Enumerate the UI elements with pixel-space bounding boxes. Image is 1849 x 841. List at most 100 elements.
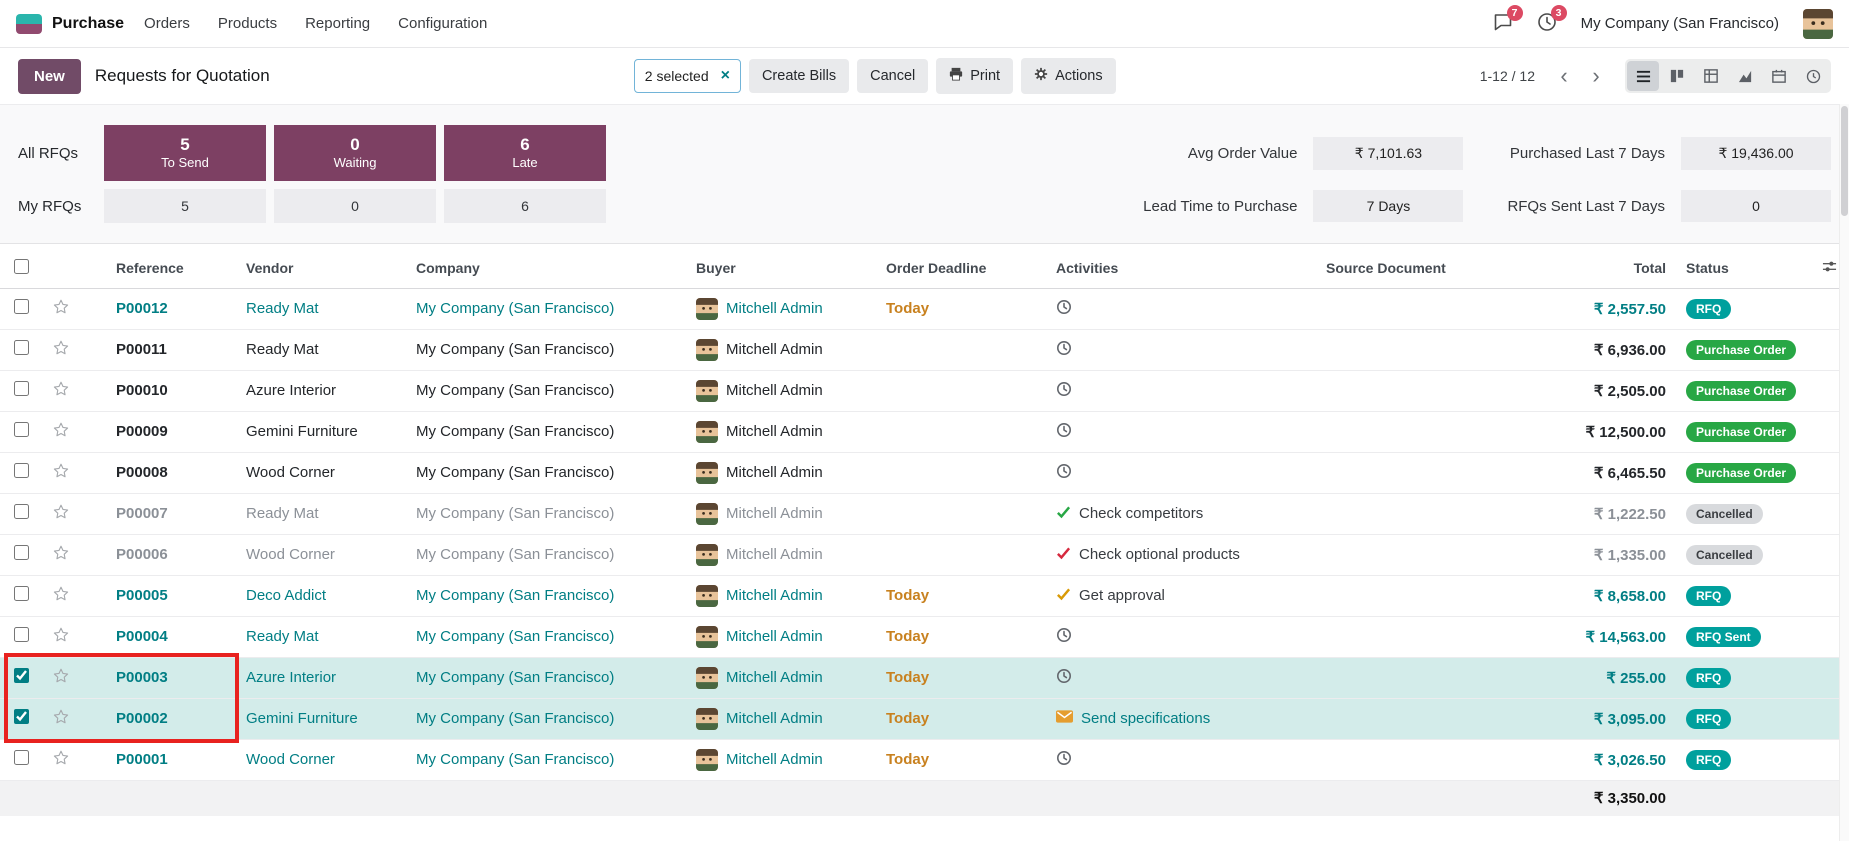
purchase-app-icon[interactable] [16,13,42,34]
check-icon[interactable] [1056,504,1071,523]
activity-view-icon[interactable] [1797,61,1829,91]
kpi-my-waiting[interactable]: 0 [274,189,436,223]
table-row[interactable]: P00002 Gemini Furniture My Company (San … [0,698,1849,740]
reference-link[interactable]: P00001 [116,751,168,768]
pager-next-icon[interactable]: › [1581,61,1611,91]
filter-all-rfqs[interactable]: All RFQs [18,144,78,162]
favorite-star-icon[interactable] [52,503,70,521]
create-bills-button[interactable]: Create Bills [748,59,850,93]
row-checkbox[interactable] [14,381,29,396]
favorite-star-icon[interactable] [52,298,70,316]
kpi-my-to-send[interactable]: 5 [104,189,266,223]
menu-configuration[interactable]: Configuration [398,15,488,32]
favorite-star-icon[interactable] [52,749,70,767]
kanban-view-icon[interactable] [1661,61,1693,91]
check-icon[interactable] [1056,545,1071,564]
row-checkbox[interactable] [14,750,29,765]
table-row[interactable]: P00003 Azure Interior My Company (San Fr… [0,657,1849,699]
kpi-late[interactable]: 6 Late [444,125,606,181]
col-header-reference[interactable]: Reference [108,248,238,289]
clock-icon[interactable] [1056,750,1072,770]
pivot-view-icon[interactable] [1695,61,1727,91]
table-row[interactable]: P00001 Wood Corner My Company (San Franc… [0,739,1849,781]
table-row[interactable]: P00008 Wood Corner My Company (San Franc… [0,452,1849,494]
reference-link[interactable]: P00012 [116,300,168,317]
cancel-button[interactable]: Cancel [857,59,929,93]
reference-link[interactable]: P00007 [116,505,168,522]
favorite-star-icon[interactable] [52,708,70,726]
pager-previous-icon[interactable]: ‹ [1549,61,1579,91]
row-checkbox[interactable] [14,422,29,437]
reference-link[interactable]: P00003 [116,669,168,686]
reference-link[interactable]: P00008 [116,464,168,481]
row-checkbox[interactable] [14,627,29,642]
print-button[interactable]: Print [936,58,1014,94]
clock-icon[interactable] [1056,463,1072,483]
kpi-to-send[interactable]: 5 To Send [104,125,266,181]
col-header-total[interactable]: Total [1528,248,1678,289]
clock-icon[interactable] [1056,340,1072,360]
col-header-source-document[interactable]: Source Document [1318,248,1528,289]
optional-columns-icon[interactable] [1822,259,1837,274]
clock-icon[interactable] [1056,381,1072,401]
menu-products[interactable]: Products [217,15,278,32]
favorite-star-icon[interactable] [52,421,70,439]
favorite-star-icon[interactable] [52,585,70,603]
calendar-view-icon[interactable] [1763,61,1795,91]
row-checkbox[interactable] [14,709,29,724]
list-view-icon[interactable] [1627,61,1659,91]
reference-link[interactable]: P00004 [116,628,168,645]
filter-my-rfqs[interactable]: My RFQs [18,197,82,215]
favorite-star-icon[interactable] [52,339,70,357]
row-checkbox[interactable] [14,545,29,560]
clear-selection-icon[interactable]: × [720,67,730,84]
user-avatar[interactable] [1803,8,1833,39]
envelope-icon[interactable] [1056,710,1073,727]
favorite-star-icon[interactable] [52,462,70,480]
scrollbar[interactable] [1839,104,1849,841]
activities-button[interactable]: 3 [1537,4,1567,36]
col-header-status[interactable]: Status [1678,248,1809,289]
table-row[interactable]: P00004 Ready Mat My Company (San Francis… [0,616,1849,658]
table-row[interactable]: P00006 Wood Corner My Company (San Franc… [0,534,1849,576]
row-checkbox[interactable] [14,340,29,355]
row-checkbox[interactable] [14,668,29,683]
row-checkbox[interactable] [14,463,29,478]
col-header-company[interactable]: Company [408,248,688,289]
clock-icon[interactable] [1056,422,1072,442]
col-header-vendor[interactable]: Vendor [238,248,408,289]
app-name[interactable]: Purchase [52,14,125,32]
col-header-activities[interactable]: Activities [1048,248,1318,289]
favorite-star-icon[interactable] [52,380,70,398]
check-icon[interactable] [1056,586,1071,605]
table-row[interactable]: P00010 Azure Interior My Company (San Fr… [0,370,1849,412]
reference-link[interactable]: P00010 [116,382,168,399]
kpi-waiting[interactable]: 0 Waiting [274,125,436,181]
kpi-my-late[interactable]: 6 [444,189,606,223]
scrollbar-thumb[interactable] [1841,106,1848,216]
col-header-buyer[interactable]: Buyer [688,248,878,289]
clock-icon[interactable] [1056,627,1072,647]
table-row[interactable]: P00011 Ready Mat My Company (San Francis… [0,329,1849,371]
favorite-star-icon[interactable] [52,626,70,644]
reference-link[interactable]: P00005 [116,587,168,604]
table-row[interactable]: P00012 Ready Mat My Company (San Francis… [0,288,1849,330]
reference-link[interactable]: P00011 [116,341,167,358]
table-row[interactable]: P00005 Deco Addict My Company (San Franc… [0,575,1849,617]
new-button[interactable]: New [18,58,81,94]
company-switcher[interactable]: My Company (San Francisco) [1580,15,1779,32]
table-row[interactable]: P00009 Gemini Furniture My Company (San … [0,411,1849,453]
favorite-star-icon[interactable] [52,667,70,685]
favorite-star-icon[interactable] [52,544,70,562]
menu-reporting[interactable]: Reporting [305,15,371,32]
row-checkbox[interactable] [14,586,29,601]
graph-view-icon[interactable] [1729,61,1761,91]
reference-link[interactable]: P00006 [116,546,168,563]
clock-icon[interactable] [1056,299,1072,319]
row-checkbox[interactable] [14,299,29,314]
reference-link[interactable]: P00002 [116,710,168,727]
actions-button[interactable]: Actions [1021,58,1116,94]
select-all-checkbox[interactable] [14,258,29,274]
col-header-order-deadline[interactable]: Order Deadline [878,248,1048,289]
menu-orders[interactable]: Orders [144,15,190,32]
